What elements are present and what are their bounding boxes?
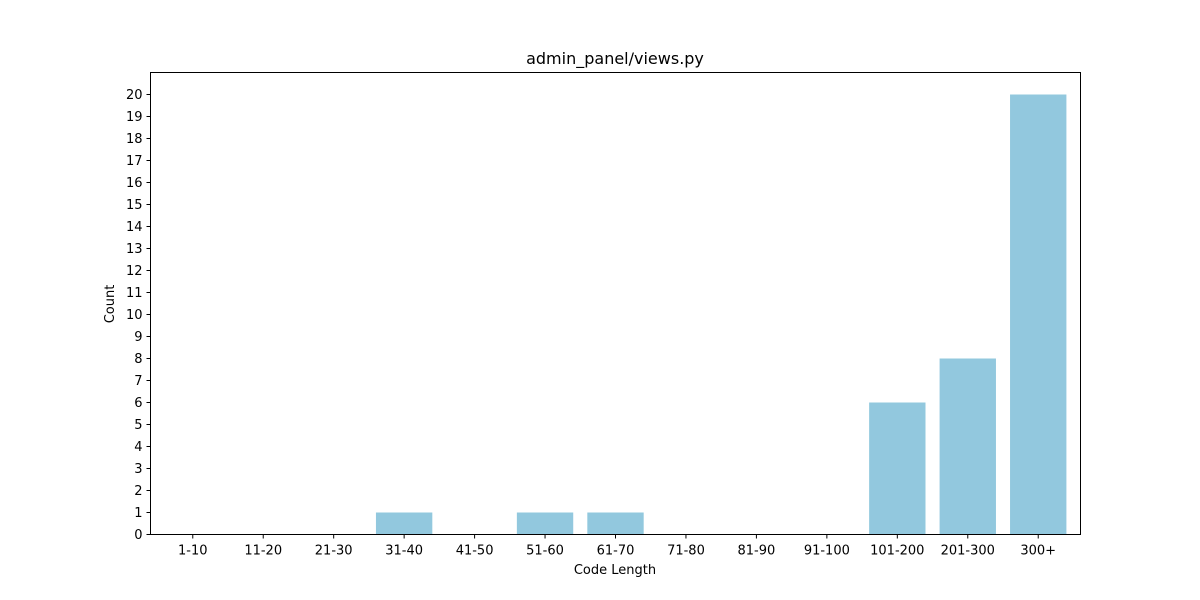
y-tick-label: 1 — [134, 506, 142, 521]
x-axis: 1-10 11-20 21-30 31-40 41-50 51-60 61-70 71-80 8… — [178, 534, 1056, 559]
y-tick-label: 2 — [134, 484, 142, 499]
x-tick-label: 71-80 — [667, 544, 705, 559]
bar-31-40 — [375, 512, 433, 535]
bar-300+ — [1010, 94, 1067, 535]
x-tick-label: 51-60 — [526, 544, 564, 559]
x-tick-label: 91-100 — [804, 544, 850, 559]
y-tick-label: 17 — [126, 154, 143, 169]
y-tick-label: 0 — [134, 528, 142, 543]
y-tick-label: 9 — [134, 330, 142, 345]
chart-title: admin_panel/views.py — [526, 49, 704, 69]
x-tick-label: 300+ — [1020, 544, 1056, 559]
x-axis-label: Code Length — [574, 563, 656, 578]
y-tick-label: 16 — [126, 176, 143, 191]
y-tick-label: 10 — [126, 308, 143, 323]
plot-frame — [150, 72, 1081, 535]
y-tick-label: 8 — [134, 352, 142, 367]
x-tick-label: 41-50 — [456, 544, 494, 559]
y-axis-label: Count — [103, 285, 118, 324]
bars-group — [375, 94, 1067, 535]
y-tick-label: 18 — [126, 132, 143, 147]
y-tick-label: 7 — [134, 374, 142, 389]
y-tick-label: 5 — [134, 418, 142, 433]
bar-101-200 — [869, 402, 926, 535]
y-tick-label: 11 — [126, 286, 143, 301]
y-tick-label: 13 — [126, 242, 143, 257]
bar-61-70 — [587, 512, 644, 535]
y-tick-label: 6 — [134, 396, 142, 411]
y-tick-label: 4 — [134, 440, 142, 455]
x-tick-label: 11-20 — [244, 544, 282, 559]
y-tick-label: 3 — [134, 462, 142, 477]
x-tick-label: 101-200 — [870, 544, 924, 559]
x-tick-label: 1-10 — [178, 544, 208, 559]
bar-51-60 — [516, 512, 574, 535]
bar-201-300 — [939, 358, 996, 535]
x-tick-label: 21-30 — [315, 544, 353, 559]
x-tick-label: 201-300 — [941, 544, 995, 559]
y-tick-label: 19 — [126, 110, 143, 125]
y-tick-label: 14 — [126, 220, 143, 235]
x-tick-label: 61-70 — [597, 544, 635, 559]
x-tick-label: 31-40 — [385, 544, 423, 559]
y-tick-label: 12 — [126, 264, 143, 279]
y-tick-label: 15 — [126, 198, 143, 213]
x-tick-label: 81-90 — [738, 544, 776, 559]
y-tick-label: 20 — [126, 88, 143, 103]
